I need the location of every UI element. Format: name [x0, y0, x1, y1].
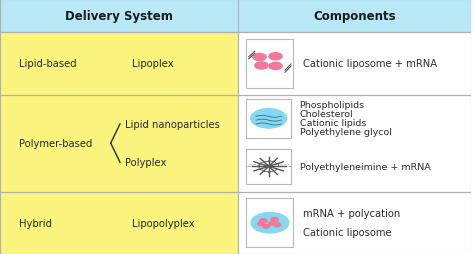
Circle shape — [263, 225, 269, 228]
Bar — [0, 0, 471, 33]
Text: Lipoplex: Lipoplex — [132, 59, 173, 69]
Text: Hybrid: Hybrid — [19, 218, 52, 228]
Text: Lipopolyplex: Lipopolyplex — [132, 218, 194, 228]
Text: mRNA + polycation: mRNA + polycation — [303, 208, 400, 218]
Text: Polyethylene glycol: Polyethylene glycol — [300, 128, 392, 137]
Text: Polymer-based: Polymer-based — [19, 138, 92, 149]
Text: Phospholipids: Phospholipids — [300, 101, 365, 110]
Bar — [246, 149, 291, 184]
Text: Polyethyleneimine + mRNA: Polyethyleneimine + mRNA — [300, 162, 430, 171]
Bar — [0, 192, 238, 254]
Bar — [238, 192, 471, 254]
Circle shape — [251, 213, 289, 233]
Bar — [0, 95, 238, 192]
Text: Cationic lipids: Cationic lipids — [300, 119, 366, 128]
Bar — [238, 95, 471, 192]
Circle shape — [255, 63, 268, 70]
Bar — [0, 33, 238, 95]
Text: Polyplex: Polyplex — [125, 158, 166, 168]
Bar — [246, 199, 293, 247]
Circle shape — [268, 222, 274, 225]
Text: Cationic liposome: Cationic liposome — [303, 228, 392, 237]
Circle shape — [258, 223, 263, 226]
Circle shape — [253, 54, 266, 61]
Circle shape — [269, 53, 282, 60]
Bar — [246, 100, 291, 138]
Text: Components: Components — [313, 10, 396, 23]
Circle shape — [271, 218, 278, 222]
Text: Cholesterol: Cholesterol — [300, 110, 353, 119]
Circle shape — [251, 109, 287, 129]
Text: Lipid nanoparticles: Lipid nanoparticles — [125, 119, 219, 129]
Circle shape — [274, 223, 281, 227]
Text: Delivery System: Delivery System — [65, 10, 173, 23]
Text: Lipid-based: Lipid-based — [19, 59, 76, 69]
Circle shape — [269, 63, 282, 70]
Bar — [238, 33, 471, 95]
Circle shape — [260, 219, 267, 223]
Bar — [246, 40, 293, 88]
Text: Cationic liposome + mRNA: Cationic liposome + mRNA — [303, 59, 437, 69]
